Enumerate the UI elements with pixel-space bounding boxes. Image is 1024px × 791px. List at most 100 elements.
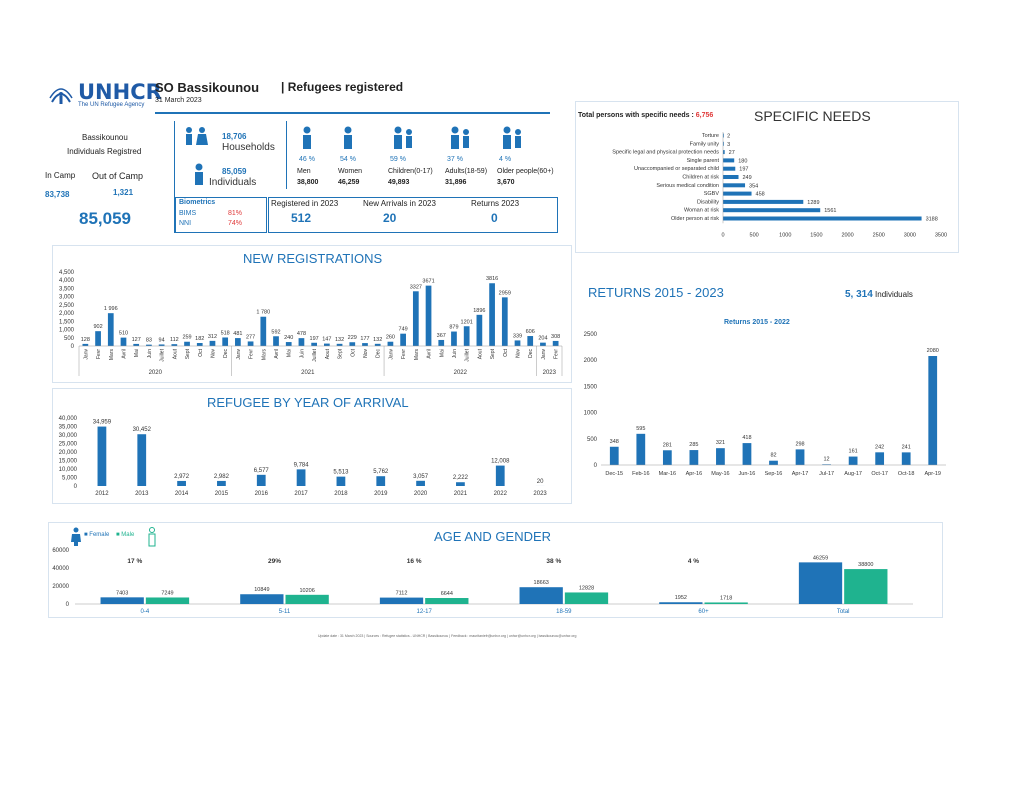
individuals-value: 85,059 — [222, 167, 247, 176]
legend-female: ■ Female — [84, 532, 110, 538]
nni-label: NNI — [179, 220, 192, 227]
x-tick-label: Juillet — [465, 348, 471, 361]
bar — [742, 443, 752, 465]
bar-value-label: 204 — [538, 336, 547, 342]
bar-value-label: 3,057 — [413, 474, 429, 480]
age-pct-label: 29% — [268, 558, 281, 565]
bar — [540, 342, 546, 346]
x-tick-label: Sept — [185, 348, 191, 359]
demographic-person-icon — [394, 126, 412, 149]
bar-value-label: 348 — [610, 439, 619, 445]
out-camp-label: Out of Camp — [92, 171, 144, 181]
x-tick-label: 12-17 — [416, 609, 432, 615]
x-tick-label: Aout — [477, 348, 483, 359]
demographic-label: Men — [297, 168, 311, 175]
x-tick-label: Mars — [414, 349, 420, 361]
bar-value-label: 12,008 — [491, 459, 510, 465]
individual-icon — [195, 163, 203, 185]
bar-value-label: 1289 — [807, 200, 819, 206]
returns-total-unit: Individuals — [875, 290, 913, 299]
year-arrival-chart: 40,000 35,000 30,000 25,000 20,000 15,000 10,0… — [59, 416, 548, 497]
bar — [425, 285, 432, 346]
bar-value-label: 285 — [689, 442, 698, 448]
bar-value-label: 83 — [146, 338, 152, 344]
bar — [400, 333, 406, 346]
bar-value-label: 879 — [449, 325, 458, 331]
y-tick-label: 25,000 — [59, 442, 78, 448]
bar-value-label: 418 — [742, 435, 751, 441]
category-label: Children at risk — [682, 175, 719, 181]
y-tick-label: 0 — [71, 344, 75, 350]
bar-value-label: 749 — [399, 327, 408, 333]
header-divider — [155, 112, 550, 114]
x-tick-label: 2500 — [873, 232, 885, 238]
male-icon — [148, 527, 156, 547]
bar-value-label: 30,452 — [133, 427, 152, 433]
bar — [495, 465, 505, 486]
x-tick-label: Nov — [210, 349, 216, 358]
demographic-person-icon — [344, 126, 352, 149]
x-tick-label: Dec — [376, 349, 382, 358]
specific-needs-total-value: 6,756 — [695, 112, 714, 119]
x-tick-label: Total — [837, 609, 850, 615]
bar — [723, 158, 735, 163]
in-camp-label: In Camp — [45, 171, 76, 180]
bar — [247, 341, 254, 346]
y-tick-label: 500 — [64, 336, 75, 342]
x-tick-label: 2018 — [334, 491, 348, 497]
page-subtitle: | Refugees registered — [281, 80, 404, 94]
demographic-value: 46,259 — [338, 179, 360, 186]
bar-female — [798, 562, 843, 604]
category-label: Family unity — [690, 141, 720, 147]
bar — [689, 450, 699, 465]
stat-value: 20 — [383, 211, 397, 225]
x-tick-label: 60+ — [698, 609, 709, 615]
bar-value-label: 312 — [208, 334, 217, 340]
bar-value-label: 5,513 — [333, 470, 349, 476]
bar-value-label: 1952 — [675, 595, 687, 601]
demographic-pct: 4 % — [499, 156, 512, 163]
demographic-value: 31,896 — [445, 179, 467, 186]
y-tick-label: 40000 — [52, 566, 69, 572]
age-gender-panel — [48, 522, 943, 618]
group-year-label: 2020 — [149, 370, 163, 376]
x-tick-label: Apr-17 — [792, 471, 809, 477]
bar — [723, 150, 725, 155]
y-tick-label: 5,000 — [62, 476, 78, 482]
x-tick-label: Janv — [236, 349, 242, 360]
bar — [723, 199, 804, 204]
y-tick-label: 10,000 — [59, 467, 78, 473]
bar-value-label: 277 — [246, 334, 255, 340]
specific-needs-total-label: Total persons with specific needs : — [578, 112, 694, 119]
x-tick-label: 2023 — [533, 491, 547, 497]
biometrics-title: Biometrics — [179, 199, 216, 206]
age-gender-chart: 60000 40000 20000 0 7403 7249 0-4 17 % 10849 1020… — [52, 548, 913, 615]
x-tick-label: 2020 — [414, 491, 428, 497]
bar-female — [100, 597, 144, 604]
x-tick-label: Avril — [121, 349, 127, 359]
bar — [901, 452, 911, 465]
bar — [336, 476, 346, 486]
y-tick-label: 3,000 — [59, 295, 75, 301]
x-tick-label: 1500 — [810, 232, 822, 238]
category-label: Disability — [697, 199, 719, 205]
bar — [209, 340, 216, 346]
bar-value-label: 321 — [716, 440, 725, 446]
stat-value: 512 — [291, 211, 312, 225]
legend-male: ■ Male — [116, 532, 135, 538]
x-tick-label: Fevr — [249, 349, 255, 359]
bar — [723, 208, 821, 213]
x-tick-label: Sept — [490, 348, 496, 359]
bar — [662, 450, 672, 465]
bar-value-label: 7112 — [396, 591, 408, 597]
x-tick-label: Nov — [363, 349, 369, 358]
bar — [376, 476, 386, 486]
category-label: Serious medical condition — [656, 183, 719, 189]
bar-value-label: 7403 — [116, 590, 128, 596]
category-label: Specific legal and physical protection n… — [612, 150, 719, 156]
bar-male — [425, 598, 469, 604]
bar — [723, 166, 736, 171]
page-title: SO Bassikounou — [155, 80, 260, 95]
bims-value: 81% — [228, 210, 243, 217]
x-tick-label: Juin — [299, 349, 305, 358]
